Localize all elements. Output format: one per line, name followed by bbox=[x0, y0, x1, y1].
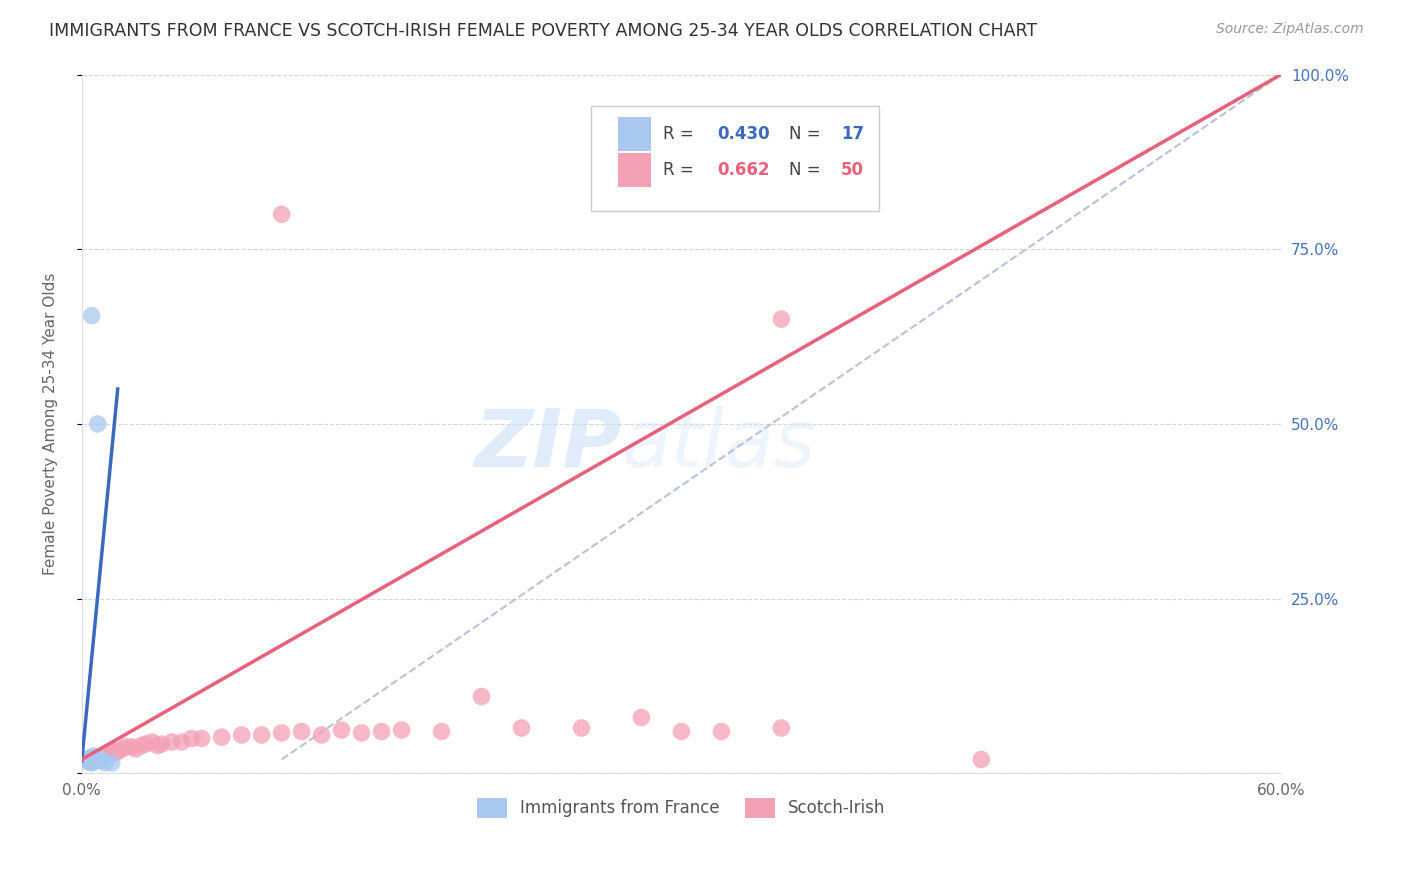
Text: ZIP: ZIP bbox=[474, 406, 621, 484]
Point bbox=[79, 751, 101, 765]
Point bbox=[430, 724, 453, 739]
Point bbox=[79, 756, 101, 770]
Point bbox=[270, 726, 292, 740]
Point bbox=[97, 746, 120, 760]
Point bbox=[770, 312, 793, 326]
Point bbox=[111, 742, 134, 756]
Point bbox=[571, 721, 593, 735]
Point bbox=[80, 756, 103, 770]
Point bbox=[104, 746, 127, 760]
Point bbox=[80, 309, 103, 323]
Point bbox=[84, 754, 107, 768]
Point bbox=[83, 748, 105, 763]
Text: 0.430: 0.430 bbox=[717, 125, 770, 143]
Point bbox=[89, 751, 111, 765]
Point bbox=[87, 751, 110, 765]
Point bbox=[87, 751, 110, 765]
Point bbox=[89, 752, 111, 766]
Point bbox=[330, 723, 353, 737]
Point bbox=[84, 752, 107, 766]
Point bbox=[135, 737, 157, 751]
Point bbox=[231, 728, 253, 742]
Point bbox=[114, 739, 136, 754]
FancyBboxPatch shape bbox=[617, 117, 651, 151]
FancyBboxPatch shape bbox=[592, 106, 879, 211]
Text: N =: N = bbox=[789, 125, 827, 143]
Point bbox=[83, 754, 105, 768]
Text: 17: 17 bbox=[841, 125, 865, 143]
Legend: Immigrants from France, Scotch-Irish: Immigrants from France, Scotch-Irish bbox=[471, 791, 893, 824]
Point bbox=[170, 735, 193, 749]
Point bbox=[470, 690, 492, 704]
Point bbox=[671, 724, 693, 739]
Point bbox=[270, 207, 292, 221]
Point bbox=[83, 752, 105, 766]
Text: atlas: atlas bbox=[621, 406, 817, 484]
Point bbox=[211, 730, 233, 744]
Point bbox=[311, 728, 333, 742]
Point bbox=[141, 735, 163, 749]
Point bbox=[90, 754, 112, 768]
Text: N =: N = bbox=[789, 161, 827, 179]
Point bbox=[160, 735, 183, 749]
Point bbox=[131, 739, 153, 753]
Point bbox=[94, 756, 117, 770]
Point bbox=[291, 724, 314, 739]
Point bbox=[150, 737, 173, 751]
Point bbox=[710, 724, 733, 739]
Point bbox=[100, 746, 122, 760]
Point bbox=[510, 721, 533, 735]
Point bbox=[76, 754, 98, 768]
Point bbox=[107, 744, 129, 758]
Point bbox=[970, 752, 993, 766]
Text: R =: R = bbox=[664, 125, 699, 143]
Point bbox=[80, 754, 103, 768]
Point bbox=[146, 739, 169, 753]
Point bbox=[100, 756, 122, 770]
Point bbox=[98, 747, 121, 761]
Point bbox=[391, 723, 413, 737]
Point bbox=[103, 744, 125, 758]
Y-axis label: Female Poverty Among 25-34 Year Olds: Female Poverty Among 25-34 Year Olds bbox=[44, 273, 58, 575]
Point bbox=[79, 754, 101, 768]
Point bbox=[190, 731, 212, 746]
Point bbox=[125, 742, 148, 756]
Point bbox=[250, 728, 273, 742]
Point bbox=[90, 748, 112, 763]
Point bbox=[121, 739, 143, 754]
Point bbox=[80, 751, 103, 765]
Point bbox=[93, 751, 115, 765]
Point bbox=[630, 710, 652, 724]
Point bbox=[370, 724, 392, 739]
Point bbox=[350, 726, 373, 740]
Text: Source: ZipAtlas.com: Source: ZipAtlas.com bbox=[1216, 22, 1364, 37]
Point bbox=[180, 731, 202, 746]
Text: R =: R = bbox=[664, 161, 699, 179]
Point bbox=[87, 417, 110, 431]
Point bbox=[75, 752, 97, 766]
Point bbox=[94, 748, 117, 763]
Text: IMMIGRANTS FROM FRANCE VS SCOTCH-IRISH FEMALE POVERTY AMONG 25-34 YEAR OLDS CORR: IMMIGRANTS FROM FRANCE VS SCOTCH-IRISH F… bbox=[49, 22, 1038, 40]
Point bbox=[770, 721, 793, 735]
Point bbox=[80, 752, 103, 766]
Point bbox=[76, 754, 98, 768]
Text: 0.662: 0.662 bbox=[717, 161, 770, 179]
Text: 50: 50 bbox=[841, 161, 863, 179]
FancyBboxPatch shape bbox=[617, 153, 651, 187]
